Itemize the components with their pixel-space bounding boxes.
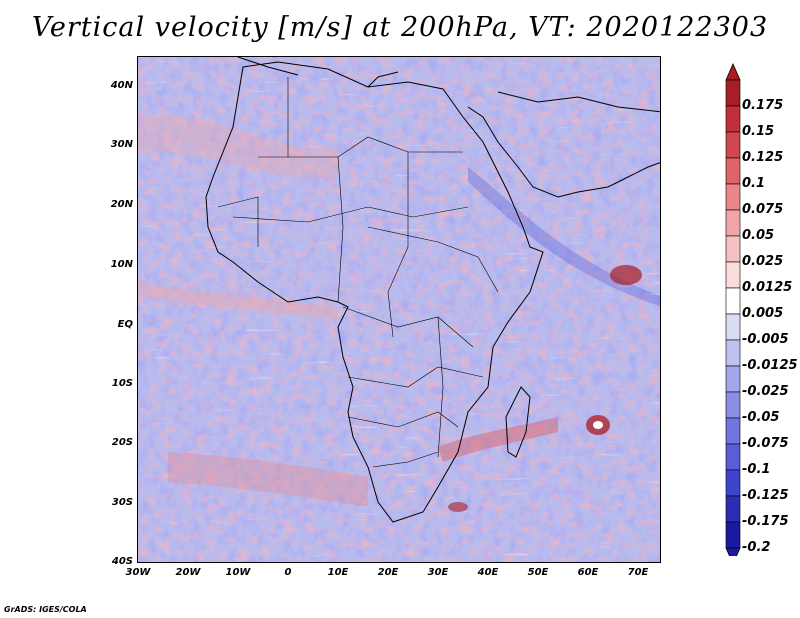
lon-label-10w: 10W [225, 567, 251, 578]
colorbar-label: 0.05 [742, 228, 775, 243]
colorbar-label: 0.005 [742, 306, 784, 321]
colorbar-segment [725, 469, 741, 497]
colorbar-label: 0.15 [742, 124, 775, 139]
colorbar-arrow-bottom [725, 547, 741, 556]
colorbar-segment [725, 105, 741, 133]
lon-label-20e: 20E [377, 567, 399, 578]
colorbar-label: 0.1 [742, 176, 766, 191]
lat-label-10n: 10N [110, 259, 133, 270]
lat-label-20s: 20S [111, 437, 133, 448]
colorbar-segment [725, 443, 741, 471]
colorbar-segment [725, 79, 741, 107]
colorbar-segment [725, 287, 741, 315]
lon-label-40e: 40E [477, 567, 499, 578]
colorbar-label: -0.175 [742, 514, 789, 529]
colorbar-segment [725, 391, 741, 419]
colorbar-segment [725, 521, 741, 549]
colorbar-label: 0.075 [742, 202, 784, 217]
colorbar-segment [725, 313, 741, 341]
lon-label-30e: 30E [427, 567, 449, 578]
colorbar-segment [725, 183, 741, 211]
lon-label-50e: 50E [527, 567, 549, 578]
colorbar-segment [725, 209, 741, 237]
lon-label-0: 0 [284, 567, 292, 578]
country-borders [217, 77, 499, 468]
colorbar [725, 63, 741, 556]
lat-label-30s: 30S [111, 497, 133, 508]
colorbar-label: -0.05 [742, 410, 780, 425]
colorbar-label: -0.025 [742, 384, 789, 399]
colorbar-label: 0.125 [742, 150, 784, 165]
lat-label-10s: 10S [111, 378, 133, 389]
colorbar-segment [725, 235, 741, 263]
lon-label-70e: 70E [627, 567, 649, 578]
lat-label-40n: 40N [110, 80, 133, 91]
vertical-velocity-field [138, 57, 660, 562]
lon-label-20w: 20W [175, 567, 201, 578]
colorbar-label: -0.125 [742, 488, 789, 503]
colorbar-arrow-top [725, 63, 741, 81]
colorbar-segment [725, 339, 741, 367]
lat-label-20n: 20N [110, 199, 133, 210]
map-panel [137, 56, 661, 563]
colorbar-label: 0.175 [742, 98, 784, 113]
colorbar-segment [725, 417, 741, 445]
colorbar-segment [725, 365, 741, 393]
lat-label-eq: EQ [117, 319, 133, 330]
colorbar-label: -0.2 [742, 540, 771, 555]
colorbar-label: -0.1 [742, 462, 771, 477]
grads-credit: GrADS: IGES/COLA [4, 605, 87, 614]
lon-label-30w: 30W [125, 567, 151, 578]
lat-label-30n: 30N [110, 139, 133, 150]
lon-label-10e: 10E [327, 567, 349, 578]
lon-label-60e: 60E [577, 567, 599, 578]
chart-title: Vertical velocity [m/s] at 200hPa, VT: 2… [31, 12, 769, 43]
colorbar-segment [725, 261, 741, 289]
coastlines [205, 57, 660, 523]
colorbar-label: -0.005 [742, 332, 789, 347]
colorbar-segment [725, 131, 741, 159]
colorbar-segment [725, 495, 741, 523]
colorbar-label: -0.075 [742, 436, 789, 451]
lat-label-40s: 40S [111, 556, 133, 567]
colorbar-label: 0.0125 [742, 280, 793, 295]
colorbar-segment [725, 157, 741, 185]
colorbar-label: -0.0125 [742, 358, 798, 373]
colorbar-label: 0.025 [742, 254, 784, 269]
